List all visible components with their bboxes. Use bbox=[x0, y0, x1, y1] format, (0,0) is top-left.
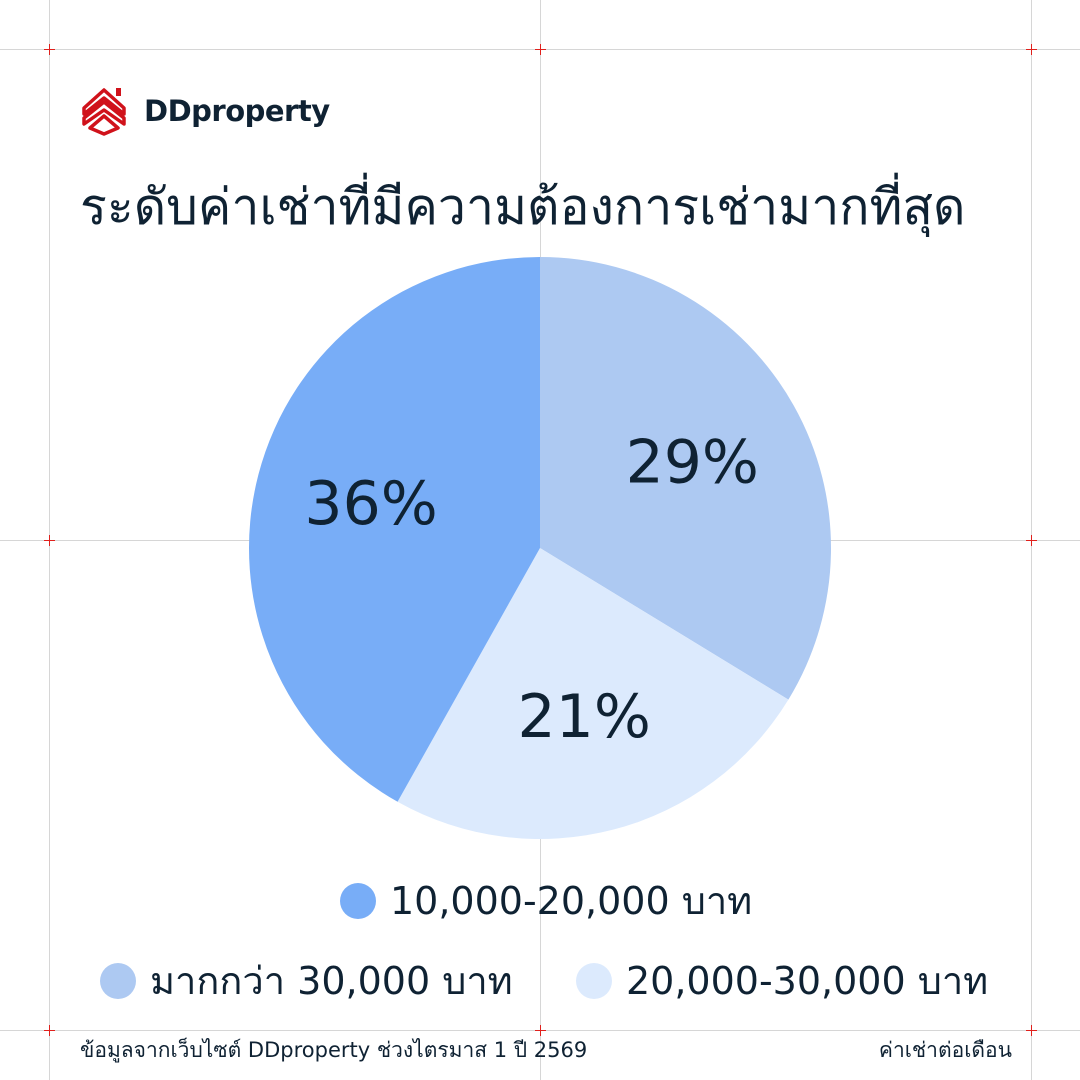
crosshair-mark bbox=[1026, 44, 1037, 55]
legend-swatch bbox=[100, 962, 136, 999]
crosshair-mark bbox=[535, 44, 546, 55]
legend-item: 10,000-20,000 บาท bbox=[340, 870, 752, 931]
data-label: 36% bbox=[304, 469, 437, 539]
pie-slice bbox=[249, 257, 541, 802]
legend-item: มากกว่า 30,000 บาท bbox=[100, 950, 513, 1011]
house-logo-icon bbox=[82, 88, 126, 136]
legend-label: 10,000-20,000 บาท bbox=[390, 879, 753, 923]
pie-slice bbox=[540, 257, 831, 700]
chart-title: ระดับค่าเช่าที่มีความต้องการเช่ามากที่สุ… bbox=[80, 178, 966, 236]
crosshair-mark bbox=[44, 535, 55, 546]
brand-name: DDproperty bbox=[144, 94, 330, 128]
pie-slice bbox=[397, 548, 789, 839]
legend-item: 20,000-30,000 บาท bbox=[576, 950, 988, 1011]
source-note: ข้อมูลจากเว็บไซต์ DDproperty ช่วงไตรมาส … bbox=[80, 1038, 588, 1062]
legend-label: 20,000-30,000 บาท bbox=[626, 959, 989, 1003]
legend-label: มากกว่า 30,000 บาท bbox=[150, 959, 513, 1003]
unit-note: ค่าเช่าต่อเดือน bbox=[878, 1038, 1012, 1062]
crosshair-mark bbox=[535, 1025, 546, 1036]
crosshair-mark bbox=[44, 44, 55, 55]
crosshair-mark bbox=[44, 1025, 55, 1036]
data-label: 21% bbox=[517, 682, 650, 752]
logo: DDproperty bbox=[80, 86, 330, 136]
legend-swatch bbox=[576, 962, 612, 999]
crosshair-mark bbox=[1026, 1025, 1037, 1036]
crosshair-mark bbox=[1026, 535, 1037, 546]
data-label: 29% bbox=[626, 428, 759, 498]
legend-swatch bbox=[340, 882, 376, 919]
